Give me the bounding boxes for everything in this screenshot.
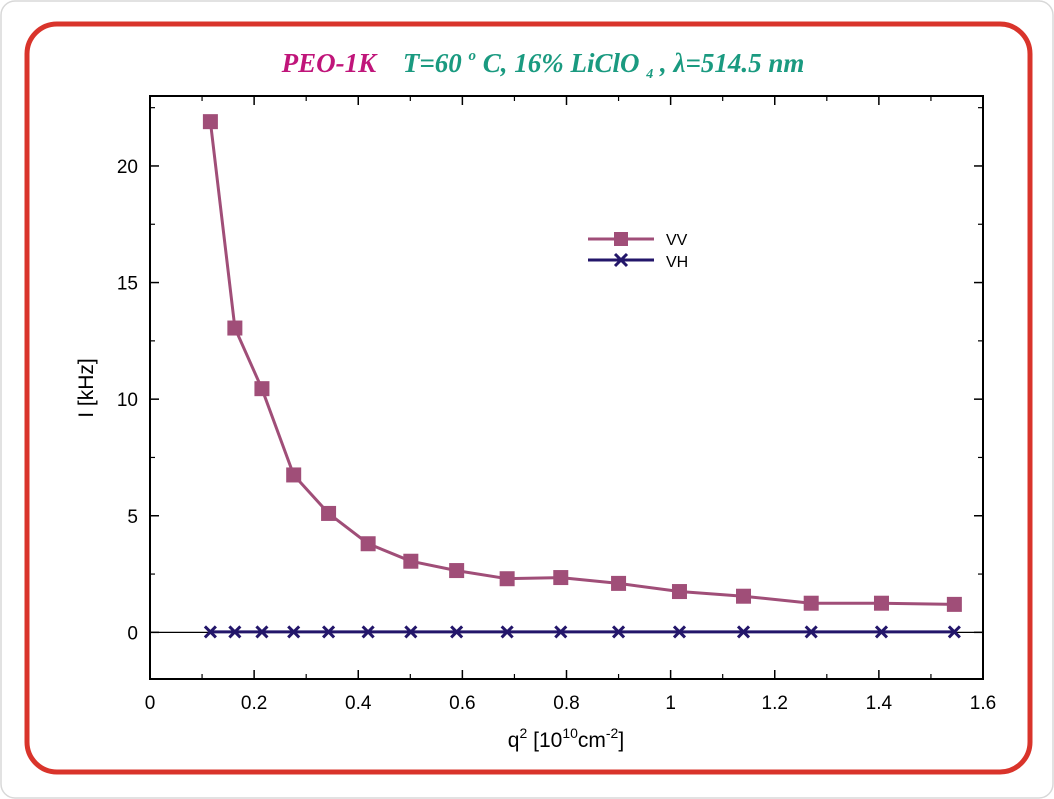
- point-vv: [254, 381, 270, 397]
- point-vh: [255, 625, 269, 639]
- x-axis-label-main: q: [508, 729, 520, 752]
- y-tick-label: 15: [117, 274, 138, 295]
- x-tick-label: 1: [665, 693, 676, 714]
- point-vh: [672, 625, 687, 639]
- point-vv: [499, 571, 515, 587]
- point-vv: [227, 320, 243, 336]
- x-tick-label: 1.6: [970, 693, 996, 714]
- y-tick-label: 5: [127, 507, 138, 528]
- point-vv: [202, 114, 218, 130]
- x-axis-label-sup: 2: [519, 725, 527, 741]
- y-axis-label: I [kHz]: [75, 358, 98, 418]
- x-tick-label: 1.4: [866, 693, 893, 714]
- x-axis-label-sup3: -2: [606, 725, 619, 741]
- legend: VV VH: [588, 232, 688, 271]
- point-vh: [322, 625, 336, 639]
- legend-vh-marker: [613, 252, 629, 268]
- point-vv: [286, 467, 302, 483]
- point-vh: [612, 625, 626, 639]
- title-salt: C, 16% LiClO: [483, 48, 640, 78]
- x-tick-label: 0.2: [241, 693, 267, 714]
- point-vv: [360, 536, 376, 552]
- point-vh: [947, 625, 961, 639]
- x-tick-label: 0.8: [553, 693, 579, 714]
- point-vv: [873, 595, 889, 611]
- point-vv: [553, 570, 569, 586]
- x-axis-label: q2 [1010cm-2]: [508, 725, 624, 752]
- legend-vh-label: VH: [666, 254, 688, 271]
- x-axis-label-sup2: 10: [562, 725, 578, 741]
- point-vh: [874, 625, 889, 639]
- point-vv: [449, 563, 465, 579]
- x-axis-label-part2: cm: [578, 729, 606, 752]
- legend-vv-label: VV: [666, 232, 688, 249]
- point-vh: [500, 625, 514, 639]
- series-layer: [202, 114, 962, 639]
- point-vh: [361, 625, 375, 639]
- point-vh: [287, 625, 301, 639]
- x-tick-label: 0.4: [345, 693, 372, 714]
- title-temperature: T=60: [403, 48, 462, 78]
- legend-vv-marker: [614, 232, 628, 246]
- point-vv: [671, 584, 687, 600]
- y-tick-label: 20: [117, 157, 138, 178]
- point-vh: [554, 625, 568, 639]
- x-axis-label-part3: ]: [618, 729, 624, 752]
- x-tick-label: 1.2: [762, 693, 788, 714]
- point-vv: [611, 575, 627, 591]
- y-tick-label: 0: [127, 623, 138, 644]
- point-vv: [736, 588, 752, 604]
- point-vh: [804, 625, 818, 639]
- x-axis-label-part: [10: [527, 729, 562, 752]
- x-tick-label: 0: [145, 693, 156, 714]
- title-separator: ,: [659, 48, 674, 78]
- point-vh: [404, 625, 418, 639]
- point-vv: [403, 553, 419, 569]
- y-tick-label: 10: [117, 390, 138, 411]
- series-line-vv: [208, 121, 955, 606]
- title-subscript: 4: [645, 67, 653, 82]
- point-vh: [203, 625, 217, 639]
- title-degree-sign: o: [468, 48, 476, 64]
- title-sample-name: PEO-1K: [281, 48, 378, 78]
- point-vh: [450, 625, 464, 639]
- point-vv: [803, 595, 819, 611]
- point-vh: [228, 625, 242, 639]
- point-vh: [736, 625, 751, 639]
- chart-frame: [24, 21, 1033, 775]
- chart-title: PEO-1K T=60 o C, 16% LiClO 4 , λ=514.5 n…: [281, 36, 805, 84]
- x-tick-label: 0.6: [449, 693, 475, 714]
- title-wavelength: λ=514.5 nm: [673, 48, 805, 78]
- point-vv: [946, 596, 962, 612]
- point-vv: [321, 505, 337, 521]
